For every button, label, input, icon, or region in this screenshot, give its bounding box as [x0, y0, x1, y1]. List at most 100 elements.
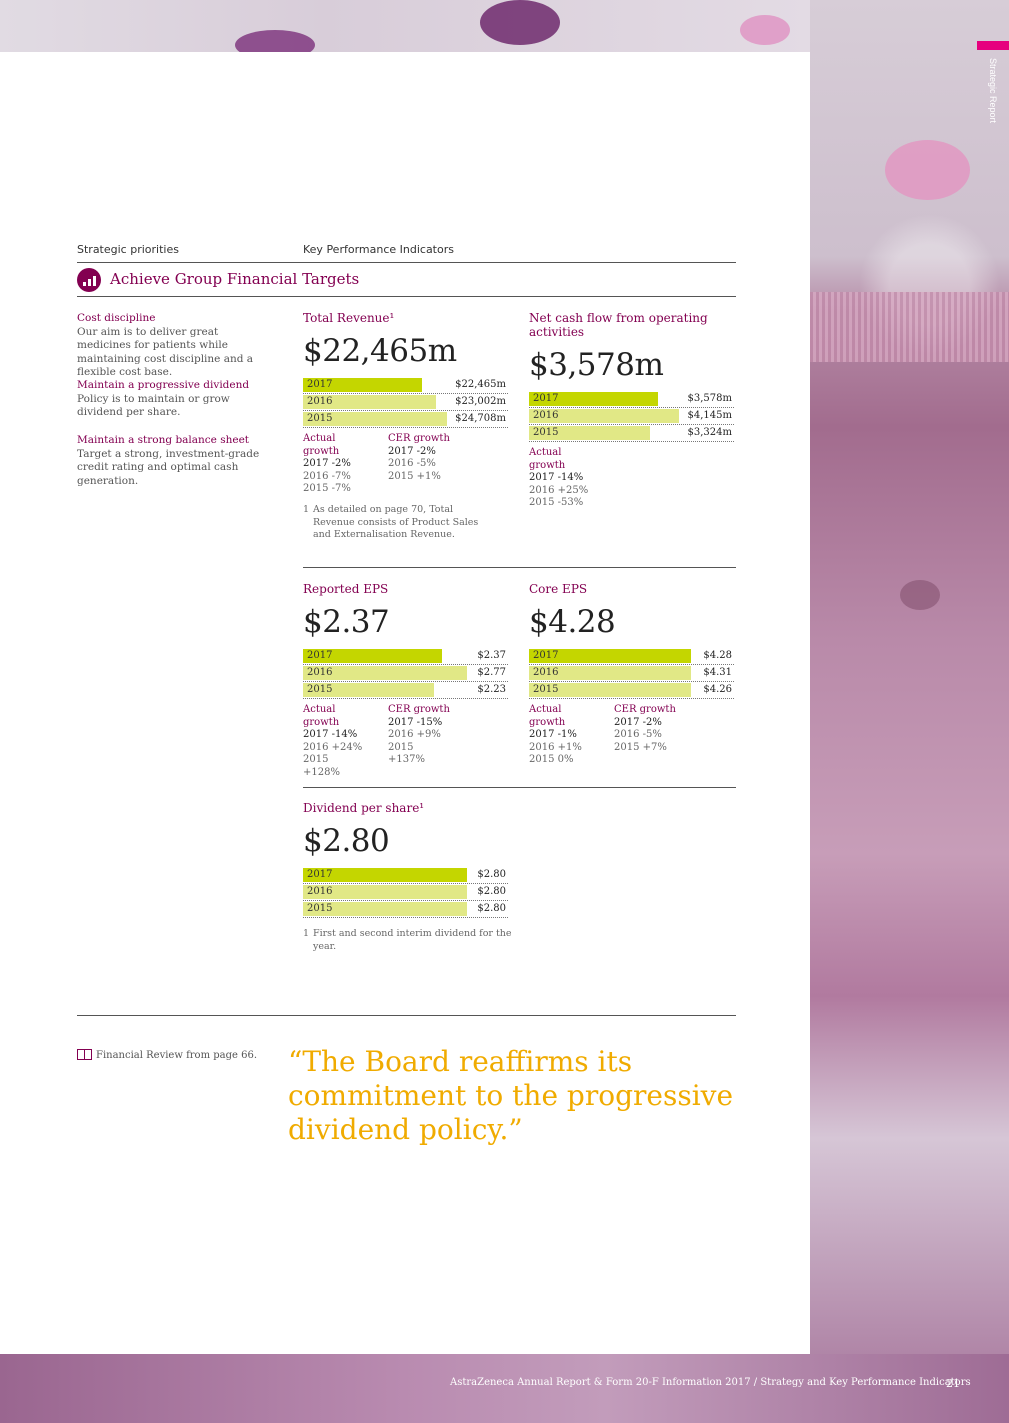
- kpi-bar-chart: 2017 $2.37 2016 $2.77 2015 $2.23: [303, 648, 508, 699]
- white-content-panel: [0, 52, 810, 1354]
- cer-growth-column: CER growth 2017 -2% 2016 -5% 2015 +1%: [388, 433, 453, 496]
- bar-value-label: $2.77: [477, 667, 506, 678]
- bar-fill: [303, 649, 443, 663]
- bar-value-label: $2.80: [477, 886, 506, 897]
- bar-row-2015: 2015 $4.26: [529, 682, 734, 699]
- growth-value: 2017 -2%: [388, 445, 436, 457]
- kpi-total-revenue: Total Revenue¹ $22,465m 2017 $22,465m 2016…: [303, 311, 508, 496]
- kpi-bar-chart: 2017 $3,578m 2016 $4,145m 2015 $3,324m: [529, 391, 734, 442]
- bar-row-2016: 2016 $2.77: [303, 665, 508, 682]
- bar-value-label: $4.31: [703, 667, 732, 678]
- bar-year-label: 2015: [307, 684, 333, 695]
- financial-review-link[interactable]: Financial Review from page 66.: [96, 1050, 257, 1061]
- page-number: 21: [946, 1377, 960, 1390]
- bar-value-label: $3,578m: [687, 393, 732, 404]
- book-icon: [77, 1049, 92, 1060]
- bar-year-label: 2016: [307, 667, 333, 678]
- growth-value: 2016 -5%: [614, 729, 662, 740]
- growth-value: 2017 -1%: [529, 729, 577, 740]
- divider: [77, 262, 736, 263]
- bar-fill: [529, 409, 679, 423]
- bar-year-label: 2016: [533, 410, 559, 421]
- bar-value-label: $4.28: [703, 650, 732, 661]
- bar-fill: [529, 649, 691, 663]
- bar-row-2017: 2017 $22,465m: [303, 377, 508, 394]
- kpi-core-eps: Core EPS $4.28 2017 $4.28 2016 $4.31 2015 $4.…: [529, 582, 734, 767]
- kpi-growth-table: Actual growth 2017 -1% 2016 +1% 2015 0% …: [529, 704, 734, 767]
- kpi-growth-table: Actual growth 2017 -14% 2016 +24% 2015 +…: [303, 704, 508, 779]
- bar-row-2015: 2015 $2.23: [303, 682, 508, 699]
- bar-value-label: $2.80: [477, 903, 506, 914]
- kpi-dividend-per-share: Dividend per share¹ $2.80 2017 $2.80 2016 $…: [303, 801, 508, 918]
- footnote-marker: 1: [303, 504, 310, 515]
- priority-balance-sheet: Maintain a strong balance sheet Target a…: [77, 434, 267, 488]
- priority-description: Target a strong, investment-grade credit…: [77, 447, 260, 487]
- bar-value-label: $2.37: [477, 650, 506, 661]
- kpi-headline-value: $2.80: [303, 823, 390, 859]
- bar-value-label: $23,002m: [455, 396, 506, 407]
- bar-year-label: 2017: [533, 393, 559, 404]
- bar-row-2015: 2015 $3,324m: [529, 425, 734, 442]
- bar-row-2015: 2015 $2.80: [303, 901, 508, 918]
- bar-year-label: 2017: [307, 869, 333, 880]
- cer-growth-column: CER growth 2017 -2% 2016 -5% 2015 +7%: [614, 704, 679, 767]
- bar-year-label: 2017: [307, 379, 333, 390]
- growth-value: 2017 -15%: [388, 716, 443, 728]
- molecule-decoration: [885, 140, 970, 200]
- right-background-image: [810, 0, 1009, 1423]
- kpi-label: Reported EPS: [303, 582, 389, 596]
- growth-value: 2017 -14%: [303, 729, 358, 740]
- priority-title: Maintain a strong balance sheet: [77, 434, 250, 446]
- bar-value-label: $4,145m: [687, 410, 732, 421]
- growth-value: 2015 +128%: [303, 754, 340, 778]
- bar-year-label: 2015: [307, 903, 333, 914]
- cer-growth-title: CER growth: [388, 433, 450, 444]
- bar-fill: [529, 683, 691, 697]
- bar-value-label: $4.26: [703, 684, 732, 695]
- actual-growth-column: Actual growth 2017 -2% 2016 -7% 2015 -7%: [303, 433, 368, 496]
- kpi-bar-chart: 2017 $2.80 2016 $2.80 2015 $2.80: [303, 867, 508, 918]
- growth-value: 2016 +24%: [303, 741, 363, 753]
- bar-year-label: 2017: [533, 650, 559, 661]
- footnote-marker: 1: [303, 928, 310, 939]
- kpi-bar-chart: 2017 $4.28 2016 $4.31 2015 $4.26: [529, 648, 734, 699]
- kpi-label: Dividend per share¹: [303, 801, 425, 815]
- priority-description: Our aim is to deliver great medicines fo…: [77, 325, 254, 379]
- bar-value-label: $24,708m: [455, 413, 506, 424]
- growth-value: 2017 -2%: [614, 716, 662, 728]
- bar-fill: [529, 426, 650, 440]
- priority-title: Cost discipline: [77, 312, 156, 324]
- growth-value: 2016 +25%: [529, 484, 589, 496]
- divider: [303, 787, 736, 788]
- priority-description: Policy is to maintain or grow dividend p…: [77, 392, 230, 419]
- cer-growth-title: CER growth: [388, 704, 450, 715]
- cer-growth-title: CER growth: [614, 704, 676, 715]
- bar-row-2016: 2016 $2.80: [303, 884, 508, 901]
- growth-value: 2015 +137%: [388, 741, 425, 766]
- bar-fill: [303, 868, 467, 882]
- bar-value-label: $2.23: [477, 684, 506, 695]
- growth-value: 2016 +9%: [388, 729, 441, 740]
- page-footer: AstraZeneca Annual Report & Form 20-F In…: [450, 1377, 971, 1388]
- kpi-headline-value: $2.37: [303, 604, 390, 640]
- kpi-label: Total Revenue¹: [303, 311, 395, 325]
- bar-year-label: 2016: [307, 886, 333, 897]
- priority-title: Maintain a progressive dividend: [77, 379, 250, 391]
- section-tab-marker: [977, 41, 1009, 50]
- bar-fill: [303, 666, 467, 680]
- actual-growth-title: Actual growth: [529, 704, 566, 728]
- bar-fill: [529, 392, 659, 406]
- growth-value: 2016 -5%: [388, 458, 436, 469]
- strategic-priorities-heading: Strategic priorities: [77, 243, 179, 256]
- molecule-decoration: [480, 0, 560, 45]
- actual-growth-column: Actual growth 2017 -14% 2016 +24% 2015 +…: [303, 704, 368, 779]
- bar-row-2017: 2017 $2.80: [303, 867, 508, 884]
- bar-row-2016: 2016 $4.31: [529, 665, 734, 682]
- section-title: Achieve Group Financial Targets: [110, 270, 360, 288]
- bar-fill: [303, 412, 447, 426]
- molecule-decoration: [740, 15, 790, 45]
- bar-fill: [303, 902, 467, 916]
- growth-value: 2016 +1%: [529, 741, 582, 753]
- kpi-headline-value: $22,465m: [303, 333, 457, 369]
- kpi-reported-eps: Reported EPS $2.37 2017 $2.37 2016 $2.77 201…: [303, 582, 508, 779]
